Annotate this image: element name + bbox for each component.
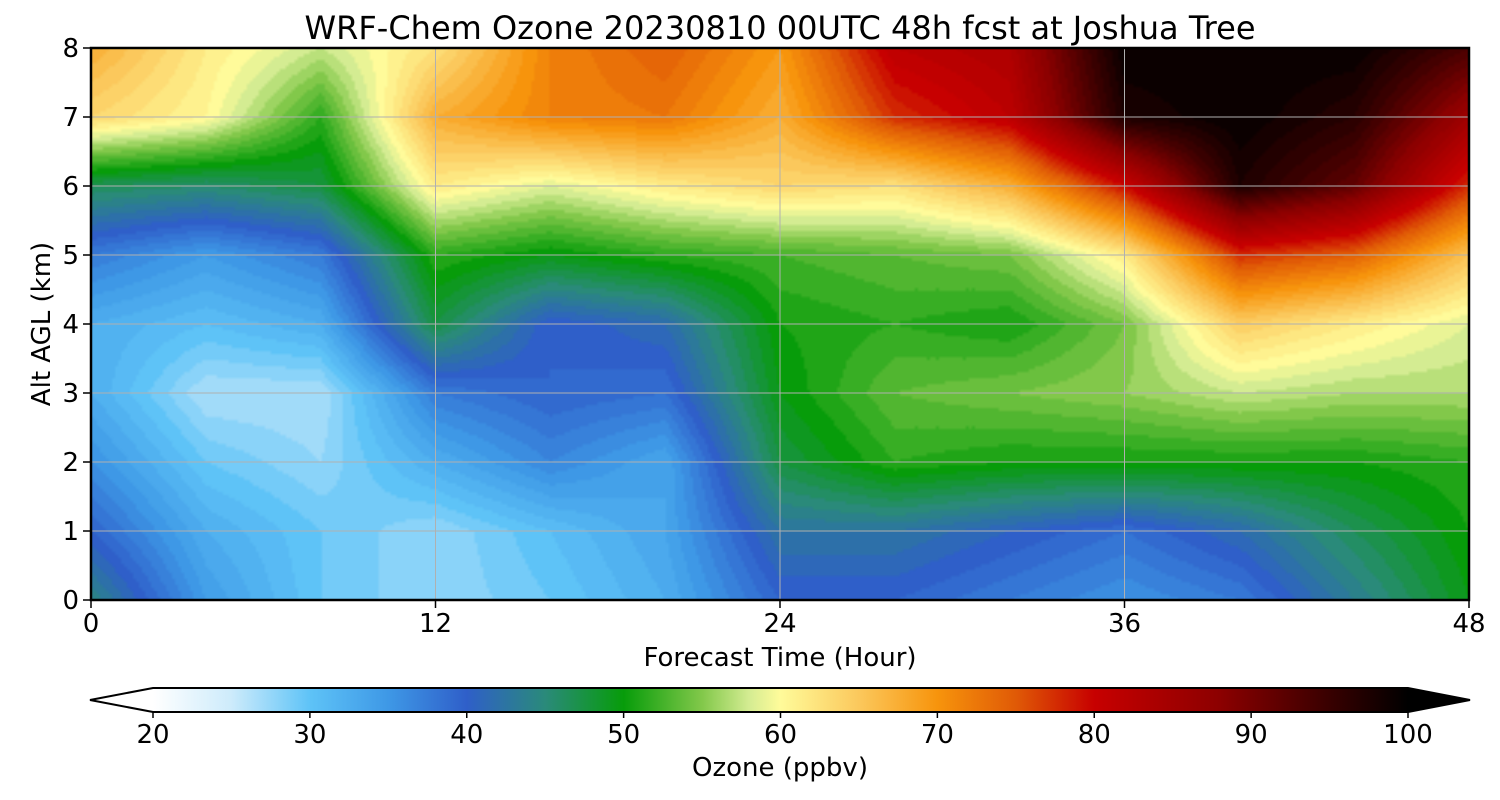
- y-tick-label: 7: [62, 103, 79, 133]
- x-tick-label: 12: [419, 609, 452, 639]
- colorbar-tick-label: 70: [921, 720, 954, 750]
- colorbar-tick-label: 80: [1078, 720, 1111, 750]
- colorbar-extend-high: [1408, 688, 1470, 712]
- colorbar-body: [153, 688, 1408, 712]
- colorbar-extend-low: [90, 688, 153, 712]
- y-axis-label: Alt AGL (km): [27, 242, 57, 406]
- y-tick-label: 5: [62, 241, 79, 271]
- x-tick-label: 24: [763, 609, 796, 639]
- plot-area: [89, 46, 1471, 602]
- colorbar-ticks: 20 30 40 50 60 70 80 90 100: [136, 712, 1433, 750]
- chart-title: WRF-Chem Ozone 20230810 00UTC 48h fcst a…: [304, 9, 1255, 47]
- colorbar-tick-label: 90: [1235, 720, 1268, 750]
- y-tick-label: 0: [62, 586, 79, 616]
- y-tick-label: 4: [62, 310, 79, 340]
- y-axis: 0 1 2 3 4 5 6 7 8: [62, 34, 91, 616]
- colorbar-tick-label: 100: [1383, 720, 1433, 750]
- colorbar-tick-label: 20: [136, 720, 169, 750]
- y-tick-label: 1: [62, 517, 79, 547]
- colorbar-label: Ozone (ppbv): [692, 753, 868, 783]
- x-axis-label: Forecast Time (Hour): [643, 643, 916, 673]
- colorbar-tick-label: 60: [764, 720, 797, 750]
- colorbar-tick-label: 50: [607, 720, 640, 750]
- x-tick-label: 0: [83, 609, 100, 639]
- x-tick-label: 36: [1108, 609, 1141, 639]
- y-tick-label: 2: [62, 448, 79, 478]
- colorbar-tick-label: 40: [450, 720, 483, 750]
- y-tick-label: 3: [62, 379, 79, 409]
- colorbar: 20 30 40 50 60 70 80 90 100 Ozone (ppbv): [89, 687, 1471, 783]
- x-tick-label: 48: [1452, 609, 1485, 639]
- y-tick-label: 8: [62, 34, 79, 64]
- y-tick-label: 6: [62, 172, 79, 202]
- x-axis: 0 12 24 36 48: [83, 600, 1486, 639]
- colorbar-tick-label: 30: [293, 720, 326, 750]
